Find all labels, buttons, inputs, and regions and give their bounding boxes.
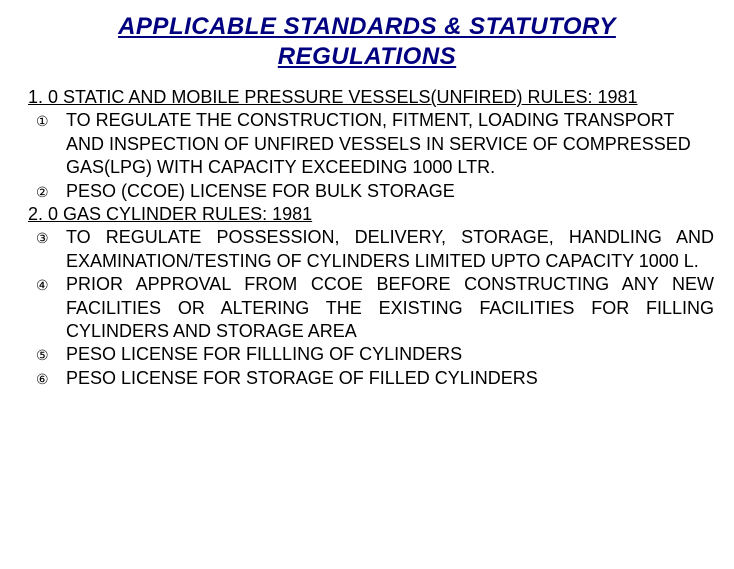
bullet-icon: ⑥ xyxy=(28,367,66,388)
bullet-text: PESO (CCOE) LICENSE FOR BULK STORAGE xyxy=(66,180,714,203)
bullet-item: ⑤ PESO LICENSE FOR FILLLING OF CYLINDERS xyxy=(28,343,714,366)
bullet-item: ③ TO REGULATE POSSESSION, DELIVERY, STOR… xyxy=(28,226,714,273)
bullet-icon: ⑤ xyxy=(28,343,66,364)
bullet-icon: ③ xyxy=(28,226,66,247)
bullet-item: ⑥ PESO LICENSE FOR STORAGE OF FILLED CYL… xyxy=(28,367,714,390)
bullet-item: ① TO REGULATE THE CONSTRUCTION, FITMENT,… xyxy=(28,109,714,179)
bullet-text: PESO LICENSE FOR FILLLING OF CYLINDERS xyxy=(66,343,714,366)
section-header-1: 1. 0 STATIC AND MOBILE PRESSURE VESSELS(… xyxy=(28,86,714,109)
bullet-item: ④ PRIOR APPROVAL FROM CCOE BEFORE CONSTR… xyxy=(28,273,714,343)
bullet-text: PRIOR APPROVAL FROM CCOE BEFORE CONSTRUC… xyxy=(66,273,714,343)
bullet-icon: ② xyxy=(28,180,66,201)
bullet-icon: ① xyxy=(28,109,66,130)
bullet-text: TO REGULATE POSSESSION, DELIVERY, STORAG… xyxy=(66,226,714,273)
bullet-text: TO REGULATE THE CONSTRUCTION, FITMENT, L… xyxy=(66,109,714,179)
bullet-item: ② PESO (CCOE) LICENSE FOR BULK STORAGE xyxy=(28,180,714,203)
bullet-text: PESO LICENSE FOR STORAGE OF FILLED CYLIN… xyxy=(66,367,714,390)
slide-content: 1. 0 STATIC AND MOBILE PRESSURE VESSELS(… xyxy=(20,86,714,390)
slide-title: APPLICABLE STANDARDS & STATUTORY REGULAT… xyxy=(20,12,714,72)
bullet-icon: ④ xyxy=(28,273,66,294)
section-header-2: 2. 0 GAS CYLINDER RULES: 1981 xyxy=(28,203,714,226)
